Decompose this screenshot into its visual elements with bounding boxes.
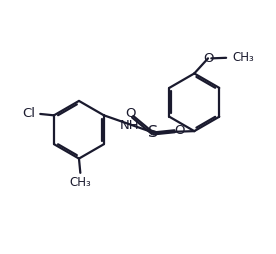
Text: O: O	[203, 52, 213, 65]
Text: CH₃: CH₃	[233, 51, 254, 64]
Text: CH₃: CH₃	[70, 176, 91, 189]
Text: NH: NH	[120, 119, 140, 132]
Text: Cl: Cl	[22, 107, 35, 120]
Text: O: O	[174, 124, 185, 137]
Text: O: O	[125, 107, 135, 120]
Text: S: S	[148, 125, 158, 140]
